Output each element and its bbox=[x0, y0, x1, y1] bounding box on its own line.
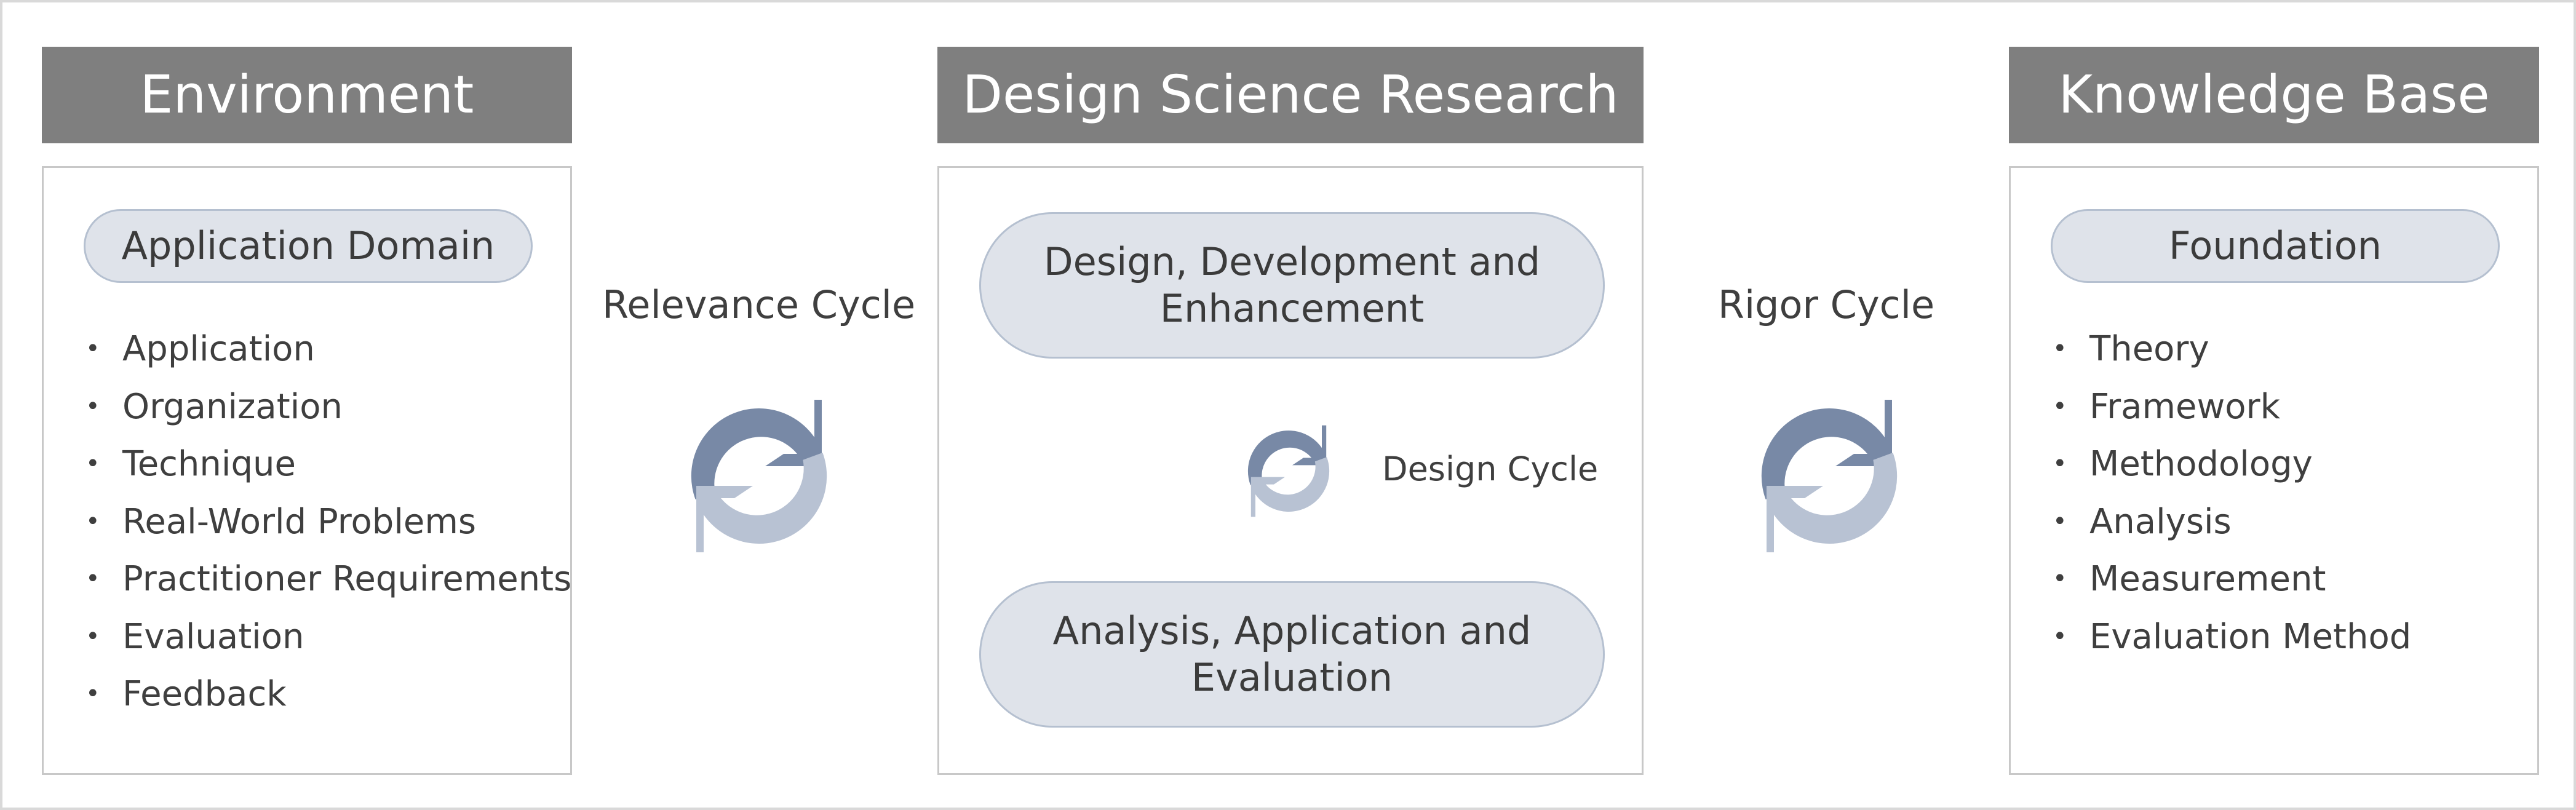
bullet-icon: • bbox=[85, 507, 100, 536]
dsr-header: Design Science Research bbox=[937, 47, 1644, 143]
bullet-icon: • bbox=[85, 622, 100, 651]
bullet-icon: • bbox=[85, 680, 100, 708]
list-item: • Application bbox=[78, 320, 571, 378]
bullet-icon: • bbox=[2053, 335, 2067, 363]
bullet-icon: • bbox=[85, 335, 100, 363]
list-item: • Organization bbox=[78, 378, 571, 436]
list-item: • Evaluation Method bbox=[2045, 608, 2411, 666]
relevance-cycle-label: Relevance Cycle bbox=[602, 282, 916, 327]
dsr-title: Design Science Research bbox=[962, 65, 1619, 125]
bullet-icon: • bbox=[2053, 450, 2067, 478]
list-item: • Feedback bbox=[78, 665, 571, 723]
knowledge-base-panel: Foundation • Theory • Framework • Methodolo… bbox=[2009, 166, 2539, 775]
design-cycle-label: Design Cycle bbox=[1382, 450, 1599, 488]
list-item: • Practitioner Requirements bbox=[78, 550, 571, 608]
bullet-icon: • bbox=[2053, 565, 2067, 593]
list-item: • Framework bbox=[2045, 378, 2411, 436]
bullet-icon: • bbox=[85, 392, 100, 421]
environment-panel: Application Domain • Application • Organiz… bbox=[42, 166, 572, 775]
environment-title: Environment bbox=[140, 65, 474, 125]
bullet-icon: • bbox=[2053, 392, 2067, 421]
design-development-label: Design, Development and Enhancement bbox=[1043, 239, 1541, 331]
relevance-cycle-icon bbox=[691, 400, 827, 552]
list-item: • Technique bbox=[78, 435, 571, 493]
foundation-label: Foundation bbox=[2168, 223, 2382, 268]
design-cycle-icon bbox=[1247, 425, 1330, 517]
analysis-application-pill: Analysis, Application and Evaluation bbox=[979, 581, 1605, 728]
environment-header: Environment bbox=[42, 47, 572, 143]
analysis-application-label: Analysis, Application and Evaluation bbox=[1052, 608, 1532, 700]
application-domain-label: Application Domain bbox=[121, 223, 495, 268]
knowledge-base-list: • Theory • Framework • Methodology • Analysi… bbox=[2045, 320, 2411, 665]
list-item: • Evaluation bbox=[78, 608, 571, 666]
list-item: • Methodology bbox=[2045, 435, 2411, 493]
rigor-cycle-icon bbox=[1761, 400, 1898, 552]
bullet-icon: • bbox=[2053, 622, 2067, 651]
list-item: • Theory bbox=[2045, 320, 2411, 378]
application-domain-pill: Application Domain bbox=[84, 209, 533, 283]
knowledge-base-title: Knowledge Base bbox=[2058, 65, 2490, 125]
bullet-icon: • bbox=[85, 565, 100, 593]
bullet-icon: • bbox=[2053, 507, 2067, 536]
dsr-panel: Design, Development and Enhancement Desi… bbox=[937, 166, 1644, 775]
list-item: • Real-World Problems bbox=[78, 493, 571, 551]
knowledge-base-header: Knowledge Base bbox=[2009, 47, 2539, 143]
list-item: • Measurement bbox=[2045, 550, 2411, 608]
rigor-cycle-label: Rigor Cycle bbox=[1717, 282, 1935, 327]
list-item: • Analysis bbox=[2045, 493, 2411, 551]
foundation-pill: Foundation bbox=[2051, 209, 2500, 283]
design-development-pill: Design, Development and Enhancement bbox=[979, 212, 1605, 359]
environment-list: • Application • Organization • Technique • R… bbox=[78, 320, 571, 723]
bullet-icon: • bbox=[85, 450, 100, 478]
